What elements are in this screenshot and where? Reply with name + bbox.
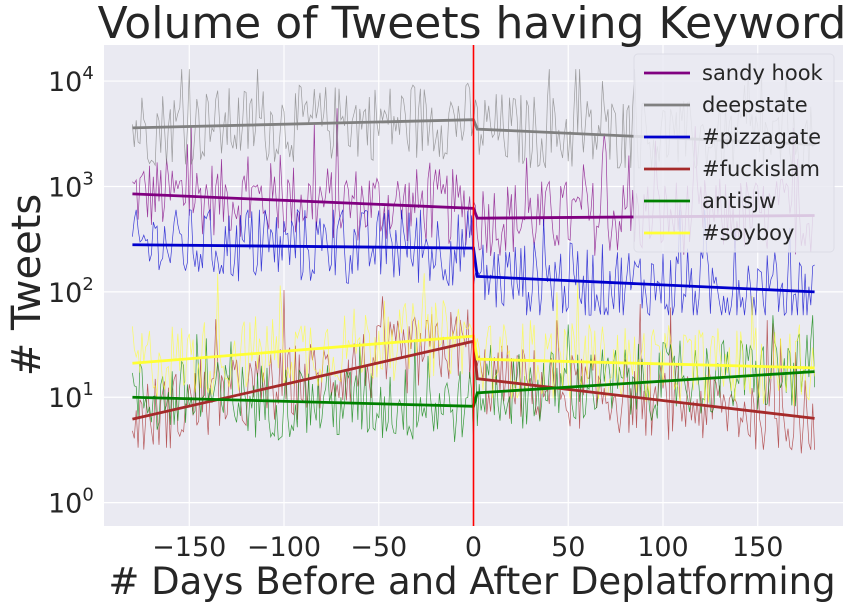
y-tick-label: 103 xyxy=(48,168,94,203)
y-tick-label: 100 xyxy=(48,485,94,520)
x-axis-label: # Days Before and After Deplatforming xyxy=(108,560,835,603)
x-tick-label: −150 xyxy=(152,532,226,563)
legend-label: #soyboy xyxy=(702,221,794,245)
x-tick-label: 50 xyxy=(551,532,585,563)
y-tick-label: 102 xyxy=(48,274,94,309)
legend-label: #fuckislam xyxy=(702,157,820,181)
y-tick-label: 101 xyxy=(48,379,94,414)
x-tick-label: 100 xyxy=(637,532,689,563)
y-tick-labels: 100 101 102 103 104 xyxy=(48,63,94,520)
trend-line xyxy=(132,339,815,421)
trend-line xyxy=(132,334,815,370)
legend-label: antisjw xyxy=(702,189,776,213)
trend-line xyxy=(132,370,815,408)
legend: sandy hook deepstate #pizzagate #fuckislam a… xyxy=(633,53,835,253)
legend-label: sandy hook xyxy=(702,61,824,85)
legend-label: deepstate xyxy=(702,93,808,117)
y-tick-label: 104 xyxy=(48,63,94,98)
x-tick-label: 150 xyxy=(732,532,784,563)
x-tick-label: −50 xyxy=(350,532,407,563)
x-tick-labels: −150 −100 −50 0 50 100 150 xyxy=(152,532,783,563)
chart-title: Volume of Tweets having Keyword xyxy=(98,0,847,49)
x-tick-label: 0 xyxy=(465,532,482,563)
trend-line xyxy=(132,243,815,294)
x-tick-label: −100 xyxy=(247,532,321,563)
legend-box xyxy=(633,53,835,253)
legend-label: #pizzagate xyxy=(702,125,821,149)
y-axis-label: # Tweets xyxy=(4,194,50,377)
